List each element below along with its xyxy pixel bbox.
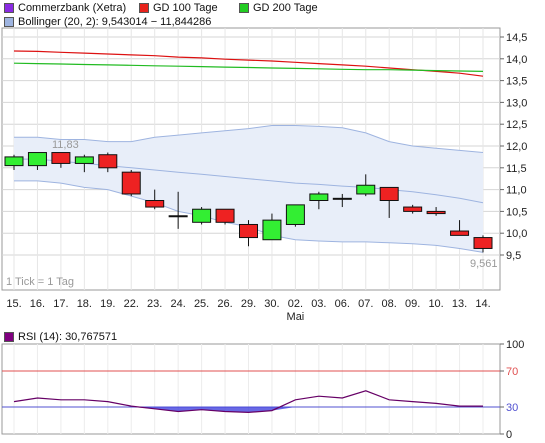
legend-label-bollinger: Bollinger (20, 2): 9,543014 − 11,844286 (18, 15, 212, 28)
rsi-line (13, 390, 483, 414)
rsi-tick-label: 0 (506, 429, 512, 441)
x-tick-label: 07. (358, 298, 373, 310)
x-tick-label: 18. (77, 298, 92, 310)
legend-swatch-bollinger (4, 16, 14, 27)
x-tick-label: 19. (100, 298, 115, 310)
high-annotation: 11,83 (52, 139, 79, 151)
candle-body (74, 156, 94, 164)
rsi-legend-label: RSI (14): 30,767571 (18, 330, 118, 343)
candle-body (4, 156, 24, 167)
legend-label-commerzbank: Commerzbank (Xetra) (18, 1, 127, 14)
tick-note: 1 Tick = 1 Tag (6, 276, 74, 288)
bollinger-upper-line (14, 125, 484, 153)
y-tick-label: 12,0 (506, 141, 527, 153)
y-tick-label: 10,0 (506, 228, 527, 240)
rsi-legend: RSI (14): 30,767571 (4, 330, 117, 343)
y-tick-label: 14,0 (506, 54, 527, 66)
gd200-line (13, 62, 484, 72)
legend-item-gd100: GD 100 Tage (139, 1, 218, 14)
low-annotation: 9,561 (470, 258, 498, 270)
legend-item-gd200: GD 200 Tage (239, 1, 318, 14)
candle-body (27, 152, 47, 167)
legend-swatch-gd100 (139, 2, 149, 13)
candle-body (403, 206, 423, 212)
rsi-tick-label: 70 (506, 366, 518, 378)
y-tick-label: 9,5 (506, 250, 521, 262)
x-tick-label: 30. (264, 298, 279, 310)
candle-body (145, 200, 165, 208)
x-tick-label: 14. (475, 298, 490, 310)
x-tick-label: 25. (194, 298, 209, 310)
x-tick-label: 29. (241, 298, 256, 310)
legend-item-bollinger: Bollinger (20, 2): 9,543014 − 11,844286 (4, 15, 211, 28)
rsi-legend-swatch (4, 331, 14, 342)
candle-body (121, 171, 141, 195)
bollinger-band-area (14, 125, 483, 253)
x-tick-label: 02. (288, 298, 303, 310)
x-tick-label: 06. (335, 298, 350, 310)
x-tick-label: 23. (147, 298, 162, 310)
candle-body (239, 223, 258, 239)
candle-body (168, 215, 188, 218)
legend-item-commerzbank: Commerzbank (Xetra) (4, 1, 126, 14)
candle-body (426, 210, 446, 215)
rsi-frame (1, 343, 501, 435)
y-tick-label: 13,0 (506, 97, 527, 109)
x-tick-label: 26. (217, 298, 232, 310)
candle-body (285, 204, 305, 225)
candle-body (51, 152, 71, 164)
x-tick-label: 03. (311, 298, 326, 310)
rsi-tick-label: 100 (506, 339, 524, 351)
x-tick-label: 13. (452, 298, 467, 310)
y-tick-label: 11,0 (506, 185, 527, 197)
x-tick-label: 24. (171, 298, 186, 310)
candle-body (215, 208, 235, 223)
candle-body (473, 237, 493, 249)
y-tick-label: 12,5 (506, 119, 527, 131)
candle-body (379, 186, 399, 201)
x-tick-label: 15. (6, 298, 21, 310)
x-tick-label: 08. (382, 298, 397, 310)
y-tick-label: 10,5 (506, 206, 527, 218)
legend-swatch-gd200 (239, 2, 249, 13)
candle-body (309, 193, 329, 202)
candle-body (450, 230, 470, 236)
x-tick-label: 17. (53, 298, 68, 310)
y-tick-label: 13,5 (506, 76, 527, 88)
gd100-line (13, 50, 484, 77)
candle-body (356, 184, 376, 195)
legend-swatch-commerzbank (4, 2, 14, 13)
bollinger-mid-line (14, 158, 484, 204)
rsi-oversold-fill (14, 407, 483, 413)
rsi-tick-label: 30 (506, 402, 518, 414)
y-tick-label: 14,5 (506, 32, 527, 44)
candle-body (192, 208, 212, 223)
x-tick-label: 16. (30, 298, 45, 310)
candle-body (262, 219, 282, 241)
legend-label-gd100: GD 100 Tage (153, 1, 218, 14)
candle-body (98, 154, 118, 169)
x-tick-label: 09. (405, 298, 420, 310)
x-tick-label: 22. (124, 298, 139, 310)
x-tick-label: 10. (428, 298, 443, 310)
y-tick-label: 11,5 (506, 163, 527, 175)
month-label: Mai (287, 311, 305, 323)
legend-label-gd200: GD 200 Tage (253, 1, 318, 14)
candle-body (332, 197, 352, 200)
